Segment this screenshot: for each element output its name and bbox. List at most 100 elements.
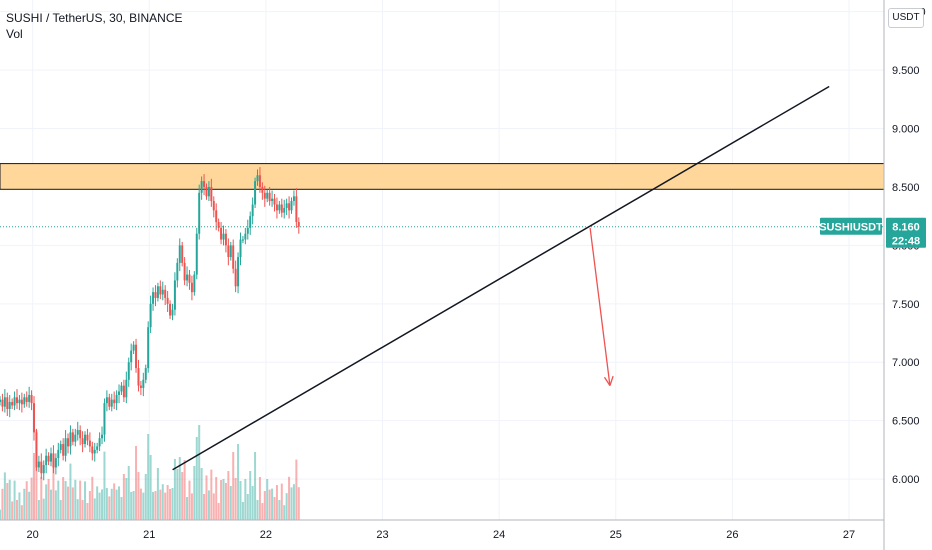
volume-bar bbox=[147, 434, 150, 520]
volume-bar bbox=[164, 492, 167, 520]
volume-bar bbox=[159, 489, 162, 520]
volume-bar bbox=[280, 483, 283, 520]
candle-body bbox=[275, 204, 278, 211]
candle-body bbox=[0, 399, 1, 402]
candle-body bbox=[266, 192, 269, 199]
arrow-head bbox=[603, 376, 611, 386]
volume-bar bbox=[271, 488, 274, 520]
candle-body bbox=[64, 438, 67, 456]
volume-indicator-label[interactable]: Vol bbox=[6, 27, 23, 41]
symbol-title: SUSHI / TetherUS, 30, BINANCE bbox=[6, 11, 183, 25]
candle-body bbox=[76, 430, 79, 435]
candle-body bbox=[203, 181, 206, 187]
candle-body bbox=[28, 394, 31, 402]
candlesticks bbox=[0, 167, 300, 481]
symbol-tag-box bbox=[820, 217, 882, 235]
price-tag-countdown: 22:48 bbox=[892, 236, 920, 248]
candle-body bbox=[292, 196, 295, 201]
volume-bar bbox=[20, 505, 23, 520]
price-tick-label: 6.500 bbox=[892, 416, 920, 428]
volume-bar bbox=[74, 479, 77, 520]
candle-body bbox=[288, 203, 291, 211]
candle-body bbox=[93, 449, 96, 454]
price-tag-box bbox=[886, 217, 926, 248]
volume-bar bbox=[118, 486, 121, 520]
candle-body bbox=[25, 397, 28, 402]
candle-body bbox=[181, 245, 184, 263]
volume-bar bbox=[59, 500, 62, 520]
volume-bar bbox=[237, 444, 240, 520]
candle-body bbox=[164, 289, 167, 298]
volume-bar bbox=[52, 466, 55, 520]
forecast-arrow[interactable] bbox=[589, 227, 614, 386]
candle-body bbox=[237, 257, 240, 287]
volume-bar bbox=[268, 489, 271, 520]
candle-body bbox=[280, 204, 283, 213]
volume-bar bbox=[25, 481, 28, 520]
candle-body bbox=[290, 200, 293, 211]
candle-body bbox=[285, 203, 288, 208]
volume-bar bbox=[205, 475, 208, 520]
volume-bar bbox=[71, 487, 74, 520]
volume-bar bbox=[40, 477, 43, 520]
candle-body bbox=[1, 399, 4, 407]
candle-body bbox=[176, 262, 179, 281]
volume-bar bbox=[190, 493, 193, 520]
candle-body bbox=[232, 245, 235, 269]
candle-body bbox=[108, 397, 111, 407]
grid-lines bbox=[0, 0, 884, 520]
volume-bar bbox=[178, 457, 181, 520]
candle-body bbox=[188, 274, 191, 283]
arrow-head bbox=[609, 375, 614, 386]
trendline[interactable] bbox=[172, 85, 830, 471]
candle-body bbox=[6, 397, 9, 409]
volume-bar bbox=[161, 484, 164, 520]
time-tick-label: 27 bbox=[843, 529, 855, 541]
candle-body bbox=[54, 458, 57, 468]
volume-bar bbox=[108, 496, 111, 520]
candle-body bbox=[220, 227, 223, 240]
volume-bar bbox=[222, 479, 225, 520]
volume-bar bbox=[23, 488, 26, 520]
volume-bar bbox=[273, 497, 276, 520]
volume-bar bbox=[156, 468, 159, 520]
volume-bar bbox=[86, 503, 89, 520]
volume-bar bbox=[16, 500, 19, 520]
volume-bar bbox=[295, 459, 298, 520]
candle-body bbox=[224, 233, 227, 246]
candle-body bbox=[79, 430, 82, 439]
volume-bar bbox=[11, 501, 14, 520]
volume-bar bbox=[285, 493, 288, 520]
volume-bar bbox=[261, 503, 264, 520]
candle-body bbox=[40, 461, 43, 474]
volume-bar bbox=[6, 483, 9, 520]
candle-body bbox=[186, 274, 189, 281]
candle-body bbox=[273, 198, 276, 205]
candle-body bbox=[183, 262, 186, 281]
candle-body bbox=[169, 303, 172, 316]
volume-bar bbox=[169, 489, 172, 520]
candle-body bbox=[132, 344, 135, 351]
time-axis[interactable]: 20 21 22 23 24 25 26 27 bbox=[27, 529, 856, 541]
currency-unit-button[interactable]: USDT bbox=[888, 8, 924, 28]
volume-bar bbox=[137, 472, 140, 520]
candle-body bbox=[193, 274, 196, 293]
volume-bar bbox=[13, 480, 16, 520]
volume-bar bbox=[144, 474, 147, 520]
volume-bar bbox=[33, 453, 36, 520]
candle-body bbox=[166, 297, 169, 304]
volume-bar bbox=[149, 455, 152, 520]
volume-bar bbox=[283, 505, 286, 520]
candle-body bbox=[74, 434, 77, 442]
candle-body bbox=[115, 394, 118, 404]
candle-body bbox=[47, 455, 50, 462]
candle-body bbox=[234, 268, 237, 287]
resistance-zone bbox=[0, 163, 885, 190]
candle-body bbox=[246, 227, 249, 234]
candle-body bbox=[190, 282, 193, 293]
volume-bar bbox=[127, 466, 130, 520]
candle-body bbox=[229, 245, 232, 258]
candle-body bbox=[205, 186, 208, 197]
candle-body bbox=[57, 449, 60, 459]
